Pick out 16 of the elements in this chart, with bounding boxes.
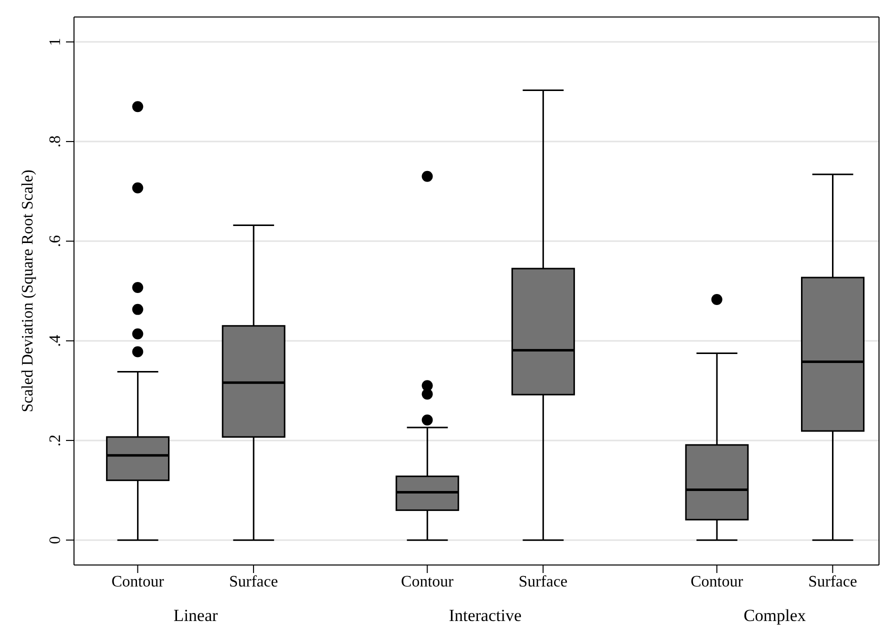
y-axis-title: Scaled Deviation (Square Root Scale) <box>20 170 37 412</box>
x-tick-label: Surface <box>518 573 568 590</box>
x-tick-label: Contour <box>401 573 454 590</box>
y-tick-label: 1 <box>47 38 64 46</box>
y-tick-label: .2 <box>47 434 64 446</box>
text: Interactive <box>448 606 522 626</box>
text: Complex <box>744 606 806 626</box>
text: Linear <box>173 606 218 626</box>
y-tick-label: .6 <box>47 235 64 248</box>
x-tick-label: Contour <box>111 573 165 590</box>
x-tick-label: Surface <box>229 573 278 590</box>
x-tick-label: Surface <box>808 573 858 590</box>
y-tick-label: 0 <box>47 536 64 544</box>
x-tick-label: Contour <box>690 573 744 590</box>
y-tick-label: .8 <box>47 136 64 148</box>
y-tick-label: .4 <box>47 334 64 347</box>
